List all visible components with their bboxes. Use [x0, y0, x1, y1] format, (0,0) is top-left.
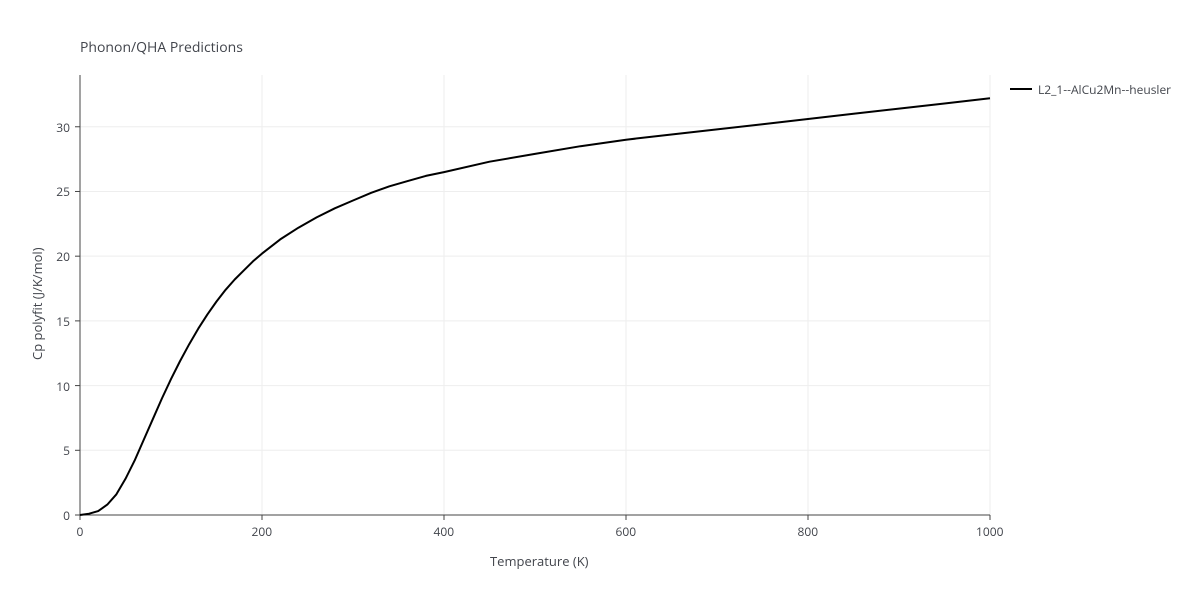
x-tick-label: 600 [616, 523, 637, 540]
y-tick-label: 10 [56, 378, 70, 395]
y-tick-label: 20 [56, 248, 70, 265]
x-axis-label: Temperature (K) [490, 552, 589, 570]
x-tick-label: 1000 [976, 523, 1003, 540]
y-tick-label: 0 [63, 507, 70, 524]
y-tick-label: 15 [56, 313, 70, 330]
x-tick-label: 800 [798, 523, 819, 540]
y-tick-label: 25 [56, 183, 70, 200]
y-axis-label: Cp polyfit (J/K/mol) [28, 247, 46, 360]
y-tick-label: 5 [63, 442, 70, 459]
legend-series-label: L2_1--AlCu2Mn--heusler [1038, 81, 1171, 98]
legend-swatch [1010, 88, 1032, 90]
x-tick-label: 400 [434, 523, 455, 540]
chart-svg [0, 0, 1200, 600]
y-tick-label: 30 [56, 119, 70, 136]
chart-container: Phonon/QHA Predictions Cp polyfit (J/K/m… [0, 0, 1200, 600]
x-tick-label: 200 [252, 523, 273, 540]
x-tick-label: 0 [77, 523, 84, 540]
